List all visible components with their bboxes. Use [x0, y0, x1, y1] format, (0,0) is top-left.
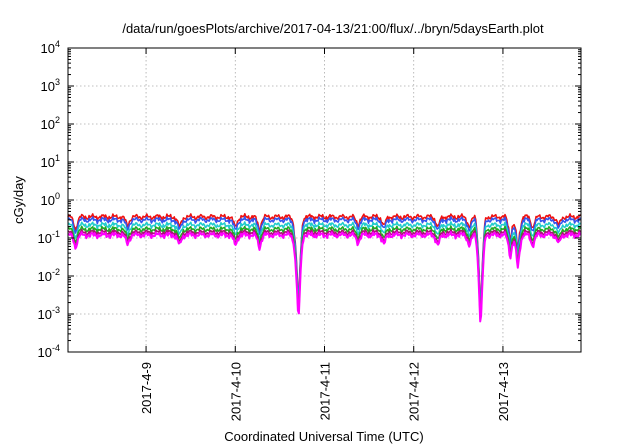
- x-tick-label: 2017-4-10: [228, 362, 243, 421]
- x-axis-label: Coordinated Universal Time (UTC): [224, 429, 423, 444]
- x-axis: 2017-4-9 2017-4-10 2017-4-11 2017-4-12 2017-…: [139, 48, 511, 421]
- y-axis-label: cGy/day: [11, 176, 26, 224]
- series-line: [67, 213, 582, 306]
- grid: [68, 48, 581, 352]
- y-tick-label: 103: [41, 77, 60, 94]
- x-tick-label: 2017-4-13: [496, 362, 511, 421]
- series-line: [67, 216, 582, 309]
- series-group: [67, 213, 582, 323]
- y-tick-label: 10-3: [38, 305, 60, 322]
- y-tick-label: 10-4: [38, 343, 60, 360]
- x-tick-label: 2017-4-12: [407, 362, 422, 421]
- series-line: [67, 225, 582, 318]
- y-tick-label: 10-2: [38, 267, 60, 284]
- chart-title: /data/run/goesPlots/archive/2017-04-13/2…: [122, 21, 544, 36]
- y-tick-label: 101: [41, 153, 60, 170]
- y-axis: 10-4 10-3 10-2 10-1 100 101 102 103 104: [38, 39, 581, 360]
- series-line: [67, 221, 582, 314]
- y-tick-label: 100: [41, 191, 60, 208]
- series-line: [68, 228, 582, 321]
- series-line: [67, 231, 582, 323]
- y-tick-label: 104: [41, 39, 60, 56]
- x-tick-label: 2017-4-9: [139, 362, 154, 414]
- y-tick-label: 102: [41, 115, 60, 132]
- y-tick-label: 10-1: [38, 229, 60, 246]
- x-tick-label: 2017-4-11: [318, 362, 333, 420]
